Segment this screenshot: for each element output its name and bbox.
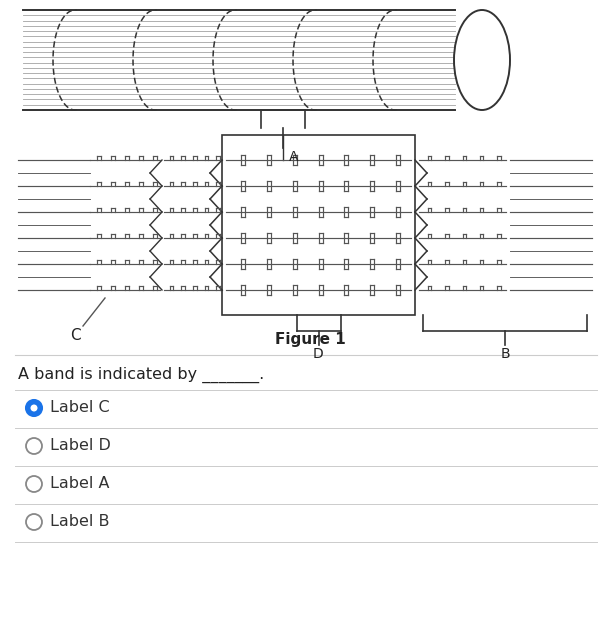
Text: Label A: Label A [50,477,110,492]
Text: Label C: Label C [50,401,110,416]
Circle shape [26,400,42,416]
Text: Figure 1: Figure 1 [275,332,345,347]
Text: A band is indicated by _______.: A band is indicated by _______. [18,367,264,383]
Bar [222,135,415,315]
Circle shape [31,404,37,412]
Ellipse shape [454,10,510,110]
Text: A: A [289,150,299,164]
Text: D: D [313,347,324,361]
Text: Label D: Label D [50,439,111,454]
Text: Label B: Label B [50,515,110,530]
Text: B: B [500,347,510,361]
Text: C: C [70,328,80,343]
